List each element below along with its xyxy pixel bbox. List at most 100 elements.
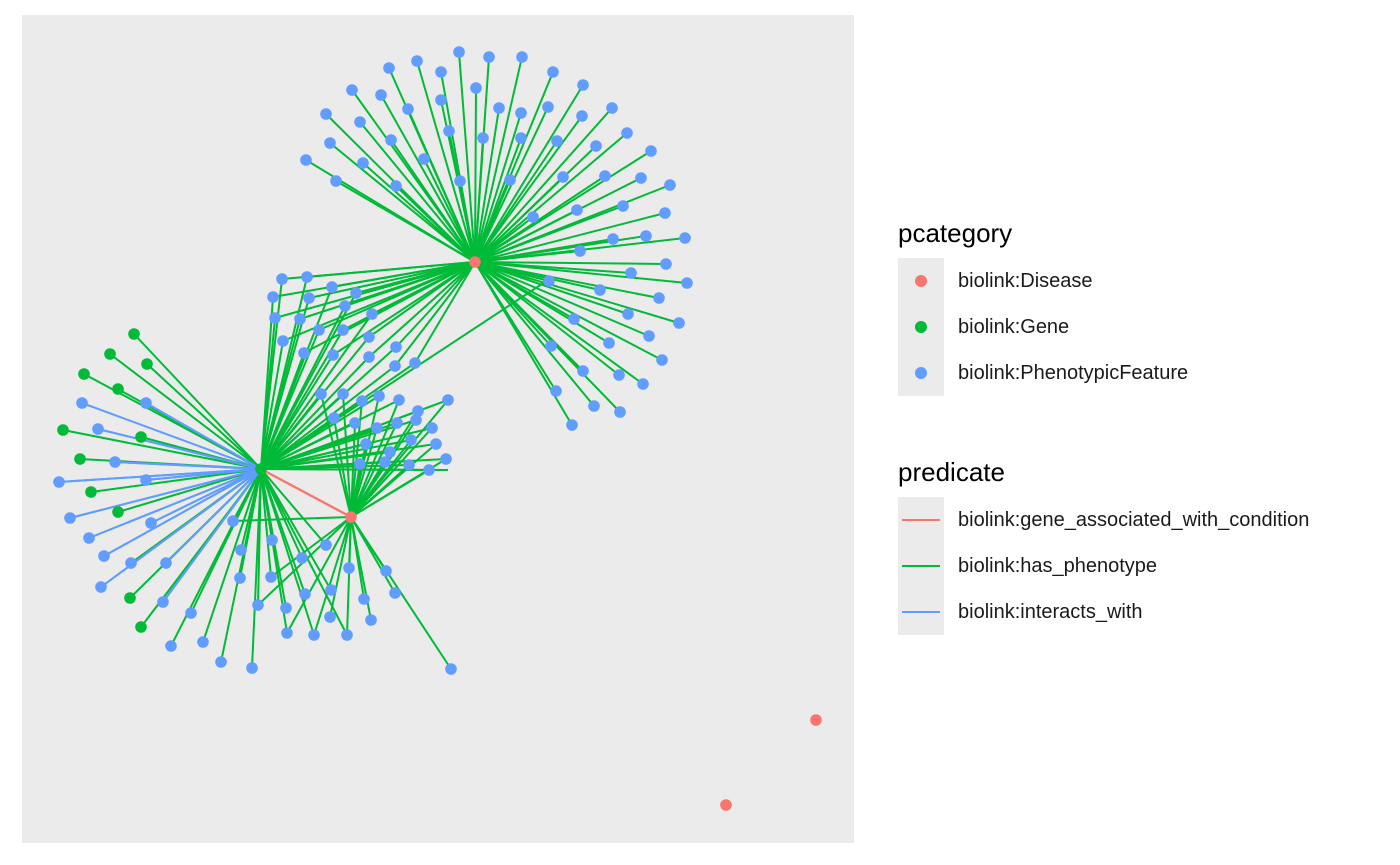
phenotype-node — [426, 422, 438, 434]
phenotype-node — [363, 351, 375, 363]
phenotype-node — [357, 157, 369, 169]
phenotype-node — [390, 341, 402, 353]
phenotype-node — [574, 245, 586, 257]
phenotype-node — [622, 308, 634, 320]
edge-has-phenotype — [260, 422, 356, 470]
phenotype-node — [109, 456, 121, 468]
phenotype-node — [664, 179, 676, 191]
phenotype-node — [418, 153, 430, 165]
phenotype-node — [443, 125, 455, 137]
edge-has-phenotype — [117, 468, 262, 513]
edge-has-phenotype — [350, 399, 400, 518]
edge-has-phenotype — [329, 142, 476, 263]
edge-has-phenotype — [260, 443, 437, 470]
phenotype-node — [617, 200, 629, 212]
edge-has-phenotype — [260, 468, 449, 471]
phenotype-node — [350, 287, 362, 299]
phenotype-node — [551, 135, 563, 147]
phenotype-node — [140, 397, 152, 409]
legend-pcategory: pcategory biolink:Disease biolink:Gene b… — [898, 218, 1188, 396]
has-phenotype-line-icon — [902, 565, 940, 567]
phenotype-node — [313, 324, 325, 336]
gene-node — [141, 358, 153, 370]
phenotype-node — [53, 476, 65, 488]
edge-has-phenotype — [251, 468, 262, 669]
edge-has-phenotype — [474, 112, 522, 263]
legend-pcategory-title: pcategory — [898, 218, 1013, 248]
legend-label-gene-associated: biolink:gene_associated_with_condition — [958, 508, 1310, 531]
phenotype-node — [315, 388, 327, 400]
legend-key-has-phenotype — [898, 543, 944, 589]
edge-has-phenotype — [474, 261, 621, 413]
edge-interacts-with — [145, 402, 262, 470]
phenotype-node — [339, 300, 351, 312]
phenotype-node — [281, 627, 293, 639]
phenotype-node — [588, 400, 600, 412]
phenotype-node — [252, 599, 264, 611]
edge-interacts-with — [97, 428, 262, 470]
gene-node — [74, 453, 86, 465]
edge-has-phenotype — [344, 261, 476, 307]
edge-has-phenotype — [474, 261, 610, 344]
edge-has-phenotype — [90, 468, 262, 493]
interacts-with-line-icon — [902, 611, 940, 613]
phenotype-node — [599, 170, 611, 182]
legend-item-gene: biolink:Gene — [898, 304, 1188, 350]
edge-has-phenotype — [474, 179, 511, 263]
edge-interacts-with — [103, 468, 262, 557]
edge-has-phenotype — [313, 516, 352, 636]
phenotype-node — [197, 636, 209, 648]
edge-has-phenotype — [474, 261, 688, 284]
edge-has-phenotype — [220, 468, 262, 663]
phenotype-node — [577, 79, 589, 91]
phenotype-node — [410, 414, 422, 426]
phenotype-node — [320, 108, 332, 120]
phenotype-node — [301, 271, 313, 283]
phenotype-node — [542, 101, 554, 113]
phenotype-node — [358, 593, 370, 605]
phenotype-node — [157, 596, 169, 608]
edge-interacts-with — [114, 461, 262, 470]
edge-has-phenotype — [394, 261, 476, 367]
phenotype-node — [423, 464, 435, 476]
phenotype-node — [363, 331, 375, 343]
legend-label-has-phenotype: biolink:has_phenotype — [958, 554, 1158, 577]
phenotype-node — [294, 313, 306, 325]
edge-interacts-with — [165, 468, 262, 564]
phenotype-node — [673, 317, 685, 329]
phenotype-node — [389, 360, 401, 372]
phenotype-node — [185, 607, 197, 619]
phenotype-node — [411, 55, 423, 67]
phenotype-node — [640, 230, 652, 242]
edge-has-phenotype — [286, 516, 352, 634]
edge-has-phenotype — [232, 516, 352, 522]
phenotype-node — [380, 565, 392, 577]
edge-has-phenotype — [350, 463, 361, 518]
phenotype-node — [296, 552, 308, 564]
phenotype-node — [140, 474, 152, 486]
edge-has-phenotype — [346, 516, 352, 636]
phenotype-node — [269, 312, 281, 324]
phenotype-node — [412, 405, 424, 417]
edge-has-phenotype — [474, 115, 583, 263]
edge-has-phenotype — [260, 340, 284, 470]
phenotype-node — [95, 581, 107, 593]
edge-has-phenotype — [260, 354, 334, 470]
edge-interacts-with — [69, 468, 262, 519]
phenotype-node — [324, 137, 336, 149]
phenotype-node — [606, 102, 618, 114]
phenotype-node — [405, 434, 417, 446]
phenotype-node — [435, 94, 447, 106]
phenotype-node — [375, 89, 387, 101]
phenotype-node — [577, 365, 589, 377]
phenotype-node — [442, 394, 454, 406]
edge-has-phenotype — [474, 261, 650, 337]
phenotype-node — [483, 51, 495, 63]
phenotype-node — [391, 417, 403, 429]
phenotype-node — [453, 46, 465, 58]
edge-has-phenotype — [474, 205, 624, 263]
phenotype-node — [621, 127, 633, 139]
phenotype-node — [557, 171, 569, 183]
edge-has-phenotype — [474, 84, 584, 263]
phenotype-node — [325, 584, 337, 596]
